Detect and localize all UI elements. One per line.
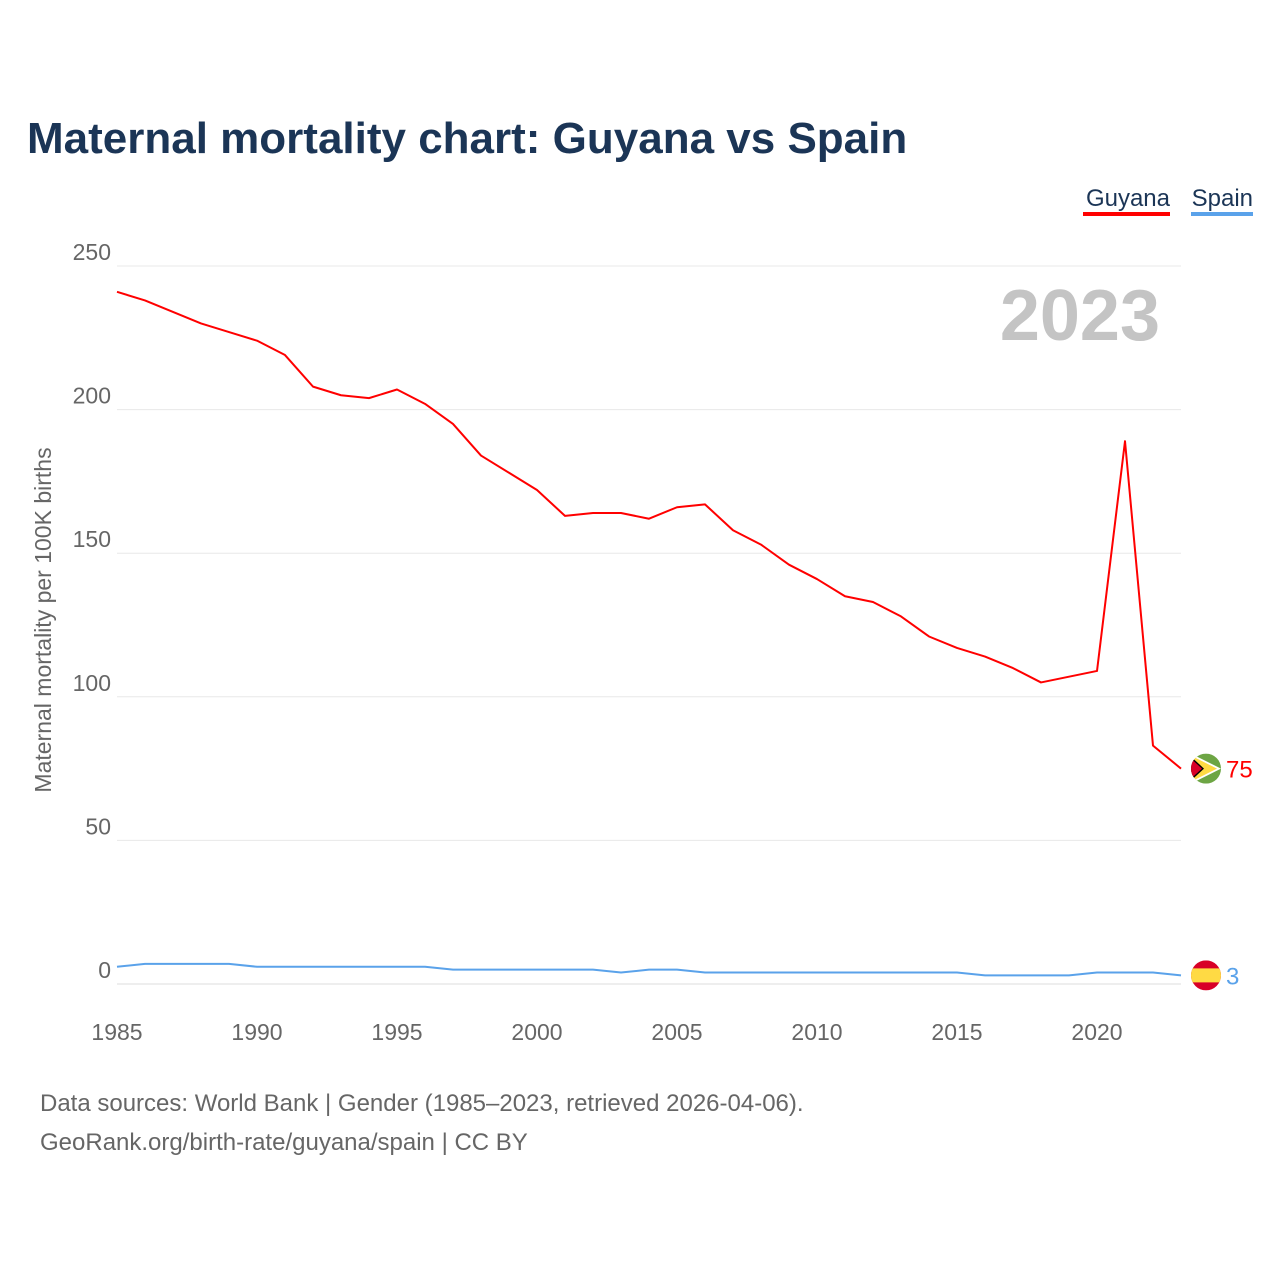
series-line-guyana	[116, 290, 1182, 770]
footer-link[interactable]: GeoRank.org/birth-rate/guyana/spain | CC…	[40, 1129, 528, 1156]
flag-yellow	[1191, 968, 1221, 983]
x-tick-label: 1990	[231, 1019, 282, 1045]
footer-sources: Data sources: World Bank | Gender (1985–…	[40, 1090, 804, 1117]
x-tick-label: 1995	[371, 1019, 422, 1045]
x-tick-label: 2005	[651, 1019, 702, 1045]
flag-body	[1191, 960, 1221, 991]
y-tick-label: 50	[85, 813, 111, 839]
legend-swatch	[1083, 212, 1170, 216]
legend-item-guyana[interactable]: Guyana	[1086, 185, 1171, 212]
end-value-label: 3	[1226, 963, 1239, 990]
flag-body	[1191, 753, 1221, 784]
series-line-spain	[116, 962, 1182, 977]
flag-red	[1191, 758, 1202, 779]
flag-guyana-icon	[1191, 753, 1221, 784]
y-tick-label: 150	[73, 526, 111, 552]
y-tick-label: 200	[73, 383, 111, 409]
end-value-label: 75	[1226, 757, 1253, 784]
y-axis-label: Maternal mortality per 100K births	[30, 447, 56, 792]
x-tick-label: 2015	[931, 1019, 982, 1045]
year-watermark: 2023	[1000, 276, 1160, 356]
x-tick-label: 2000	[511, 1019, 562, 1045]
y-tick-label: 100	[73, 670, 111, 696]
grid: 0 50 100 150 200 250 1985 1990 1995 2000 2005 2010 2…	[73, 239, 1181, 1045]
legend-item-spain[interactable]: Spain	[1192, 185, 1253, 212]
flag-spain-icon	[1191, 960, 1221, 991]
x-tick-label: 2020	[1071, 1019, 1122, 1045]
y-tick-label: 250	[73, 239, 111, 265]
x-tick-label: 1985	[91, 1019, 142, 1045]
legend-swatch	[1191, 212, 1253, 216]
y-tick-label: 0	[98, 957, 111, 983]
chart-title: Maternal mortality chart: Guyana vs Spai…	[27, 114, 907, 163]
x-tick-label: 2010	[791, 1019, 842, 1045]
legend: Guyana Spain	[1083, 185, 1253, 216]
